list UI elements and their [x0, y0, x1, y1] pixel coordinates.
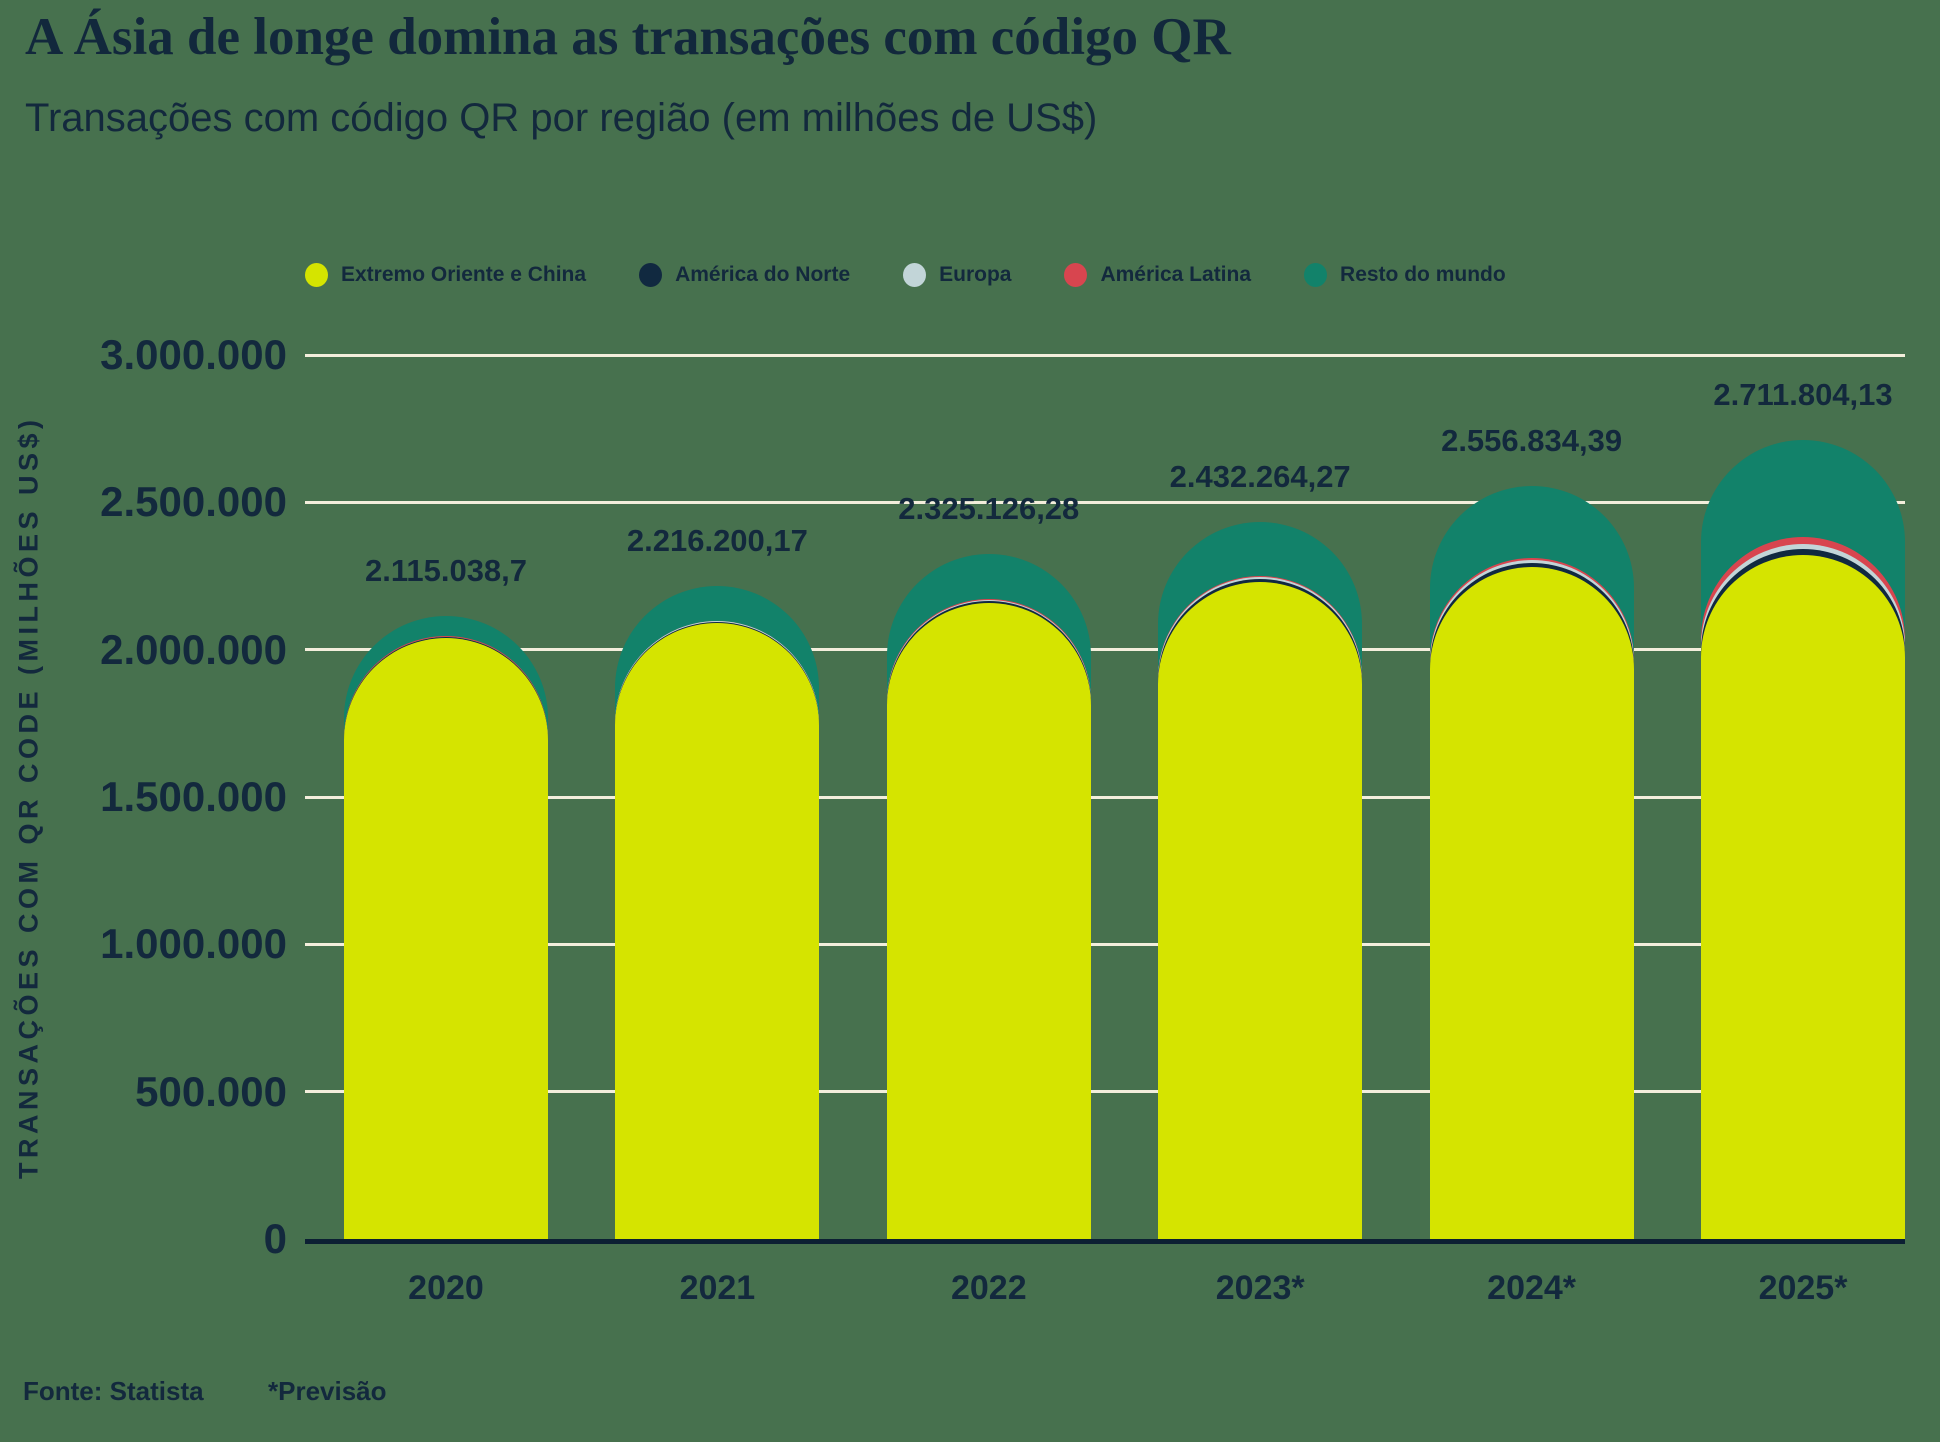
chart-subtitle: Transações com código QR por região (em …	[25, 96, 1098, 140]
plot-area: 3.000.000 2.500.000 2.000.000 1.500.000 1.00…	[100, 331, 1905, 1307]
legend-dot-icon	[1064, 263, 1088, 287]
legend-item-1: Extremo Oriente e China	[305, 263, 586, 287]
bar-value-label: 2.325.126,28	[898, 490, 1080, 526]
y-tick-label: 2.000.000	[100, 625, 287, 673]
bar-value-label: 2.432.264,27	[1169, 459, 1351, 495]
x-axis-line	[305, 1239, 1905, 1244]
bar-segment-extremo-oriente-e-china	[1701, 555, 1905, 1239]
legend-dot-icon	[639, 263, 663, 287]
chart-footer: Fonte: Statista *Previsão	[0, 1376, 1900, 1416]
bar-segment-extremo-oriente-e-china	[344, 637, 548, 1239]
y-tick-label: 1.000.000	[100, 920, 287, 968]
y-tick-label: 3.000.000	[100, 331, 287, 378]
gridline	[305, 648, 1905, 652]
bar-segment-extremo-oriente-e-china	[886, 602, 1091, 1239]
bar-value-label: 2.556.834,39	[1441, 422, 1623, 458]
legend-item-3: Europa	[903, 263, 1011, 287]
legend-label: América Latina	[1100, 263, 1252, 286]
legend-dot-icon	[305, 263, 328, 287]
x-tick-label: 2022	[950, 1269, 1027, 1307]
source-note: Fonte: Statista	[23, 1376, 204, 1406]
y-tick-label: 0	[263, 1215, 287, 1262]
legend-label: América do Norte	[675, 263, 851, 286]
legend-dot-icon	[1304, 263, 1328, 287]
bar-segment-extremo-oriente-e-china	[1429, 567, 1634, 1239]
gridline	[305, 942, 1905, 946]
y-tick-label: 500.000	[135, 1067, 287, 1115]
forecast-note: *Previsão	[268, 1376, 387, 1406]
x-tick-label: 2020	[408, 1269, 484, 1307]
bar-group-2022	[886, 553, 1091, 1239]
gridline	[305, 353, 1905, 357]
gridline	[305, 500, 1905, 504]
legend-item-4: América Latina	[1064, 263, 1251, 287]
bar-group-2024	[1429, 485, 1634, 1239]
legend-label: Europa	[939, 263, 1012, 286]
legend-dot-icon	[903, 263, 927, 287]
y-tick-label: 1.500.000	[100, 773, 287, 820]
x-tick-label: 2023*	[1215, 1269, 1305, 1307]
x-tick-label: 2024*	[1487, 1269, 1577, 1307]
x-tick-label: 2025*	[1758, 1269, 1848, 1307]
gridline	[305, 1090, 1905, 1094]
x-tick-label: 2021	[679, 1269, 756, 1307]
bar-value-label: 2.216.200,17	[626, 522, 808, 558]
bar-value-label: 2.115.038,7	[364, 552, 528, 588]
bar-segment-extremo-oriente-e-china	[615, 623, 820, 1239]
bar-segment-extremo-oriente-e-china	[1158, 581, 1363, 1239]
legend-item-2: América do Norte	[639, 263, 850, 287]
gridline	[305, 795, 1905, 799]
bar-group-2020	[344, 615, 548, 1239]
bar-group-2023	[1158, 522, 1363, 1239]
y-tick-label: 2.500.000	[100, 478, 287, 526]
legend-label: Resto do mundo	[1340, 263, 1506, 286]
bar-group-2025	[1701, 439, 1905, 1239]
legend-label: Extremo Oriente e China	[341, 263, 587, 286]
chart-legend: Extremo Oriente e China América do Norte E…	[305, 252, 1506, 298]
legend-item-5: Resto do mundo	[1304, 263, 1506, 287]
page-title: A Ásia de longe domina as transações com…	[25, 8, 1231, 66]
bar-group-2021	[615, 585, 820, 1239]
bar-value-label: 2.711.804,13	[1713, 376, 1893, 412]
